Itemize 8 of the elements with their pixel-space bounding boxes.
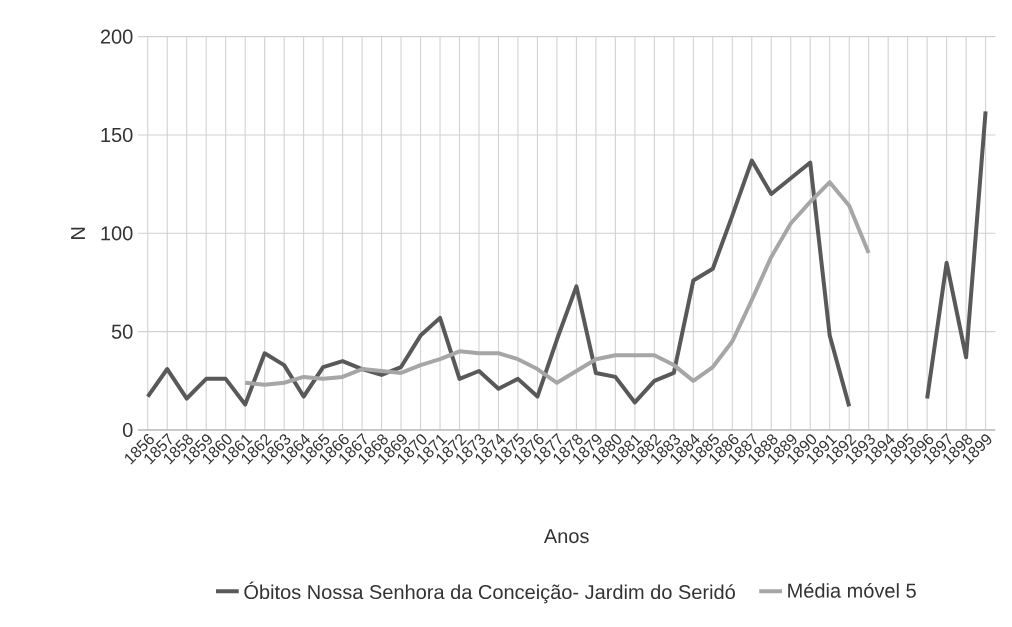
y-tick-label: 200 [100,29,133,44]
x-axis-title: Anos [543,529,589,544]
y-tick-label: 100 [101,226,133,241]
y-tick-label: 150 [101,127,133,143]
legend-label: Média móvel 5 [788,582,916,598]
y-tick-label: 50 [111,324,133,339]
y-axis-title: N [71,227,85,239]
legend-label: Óbitos Nossa Senhora da Conceição- Jardim do Seridó [244,581,735,604]
